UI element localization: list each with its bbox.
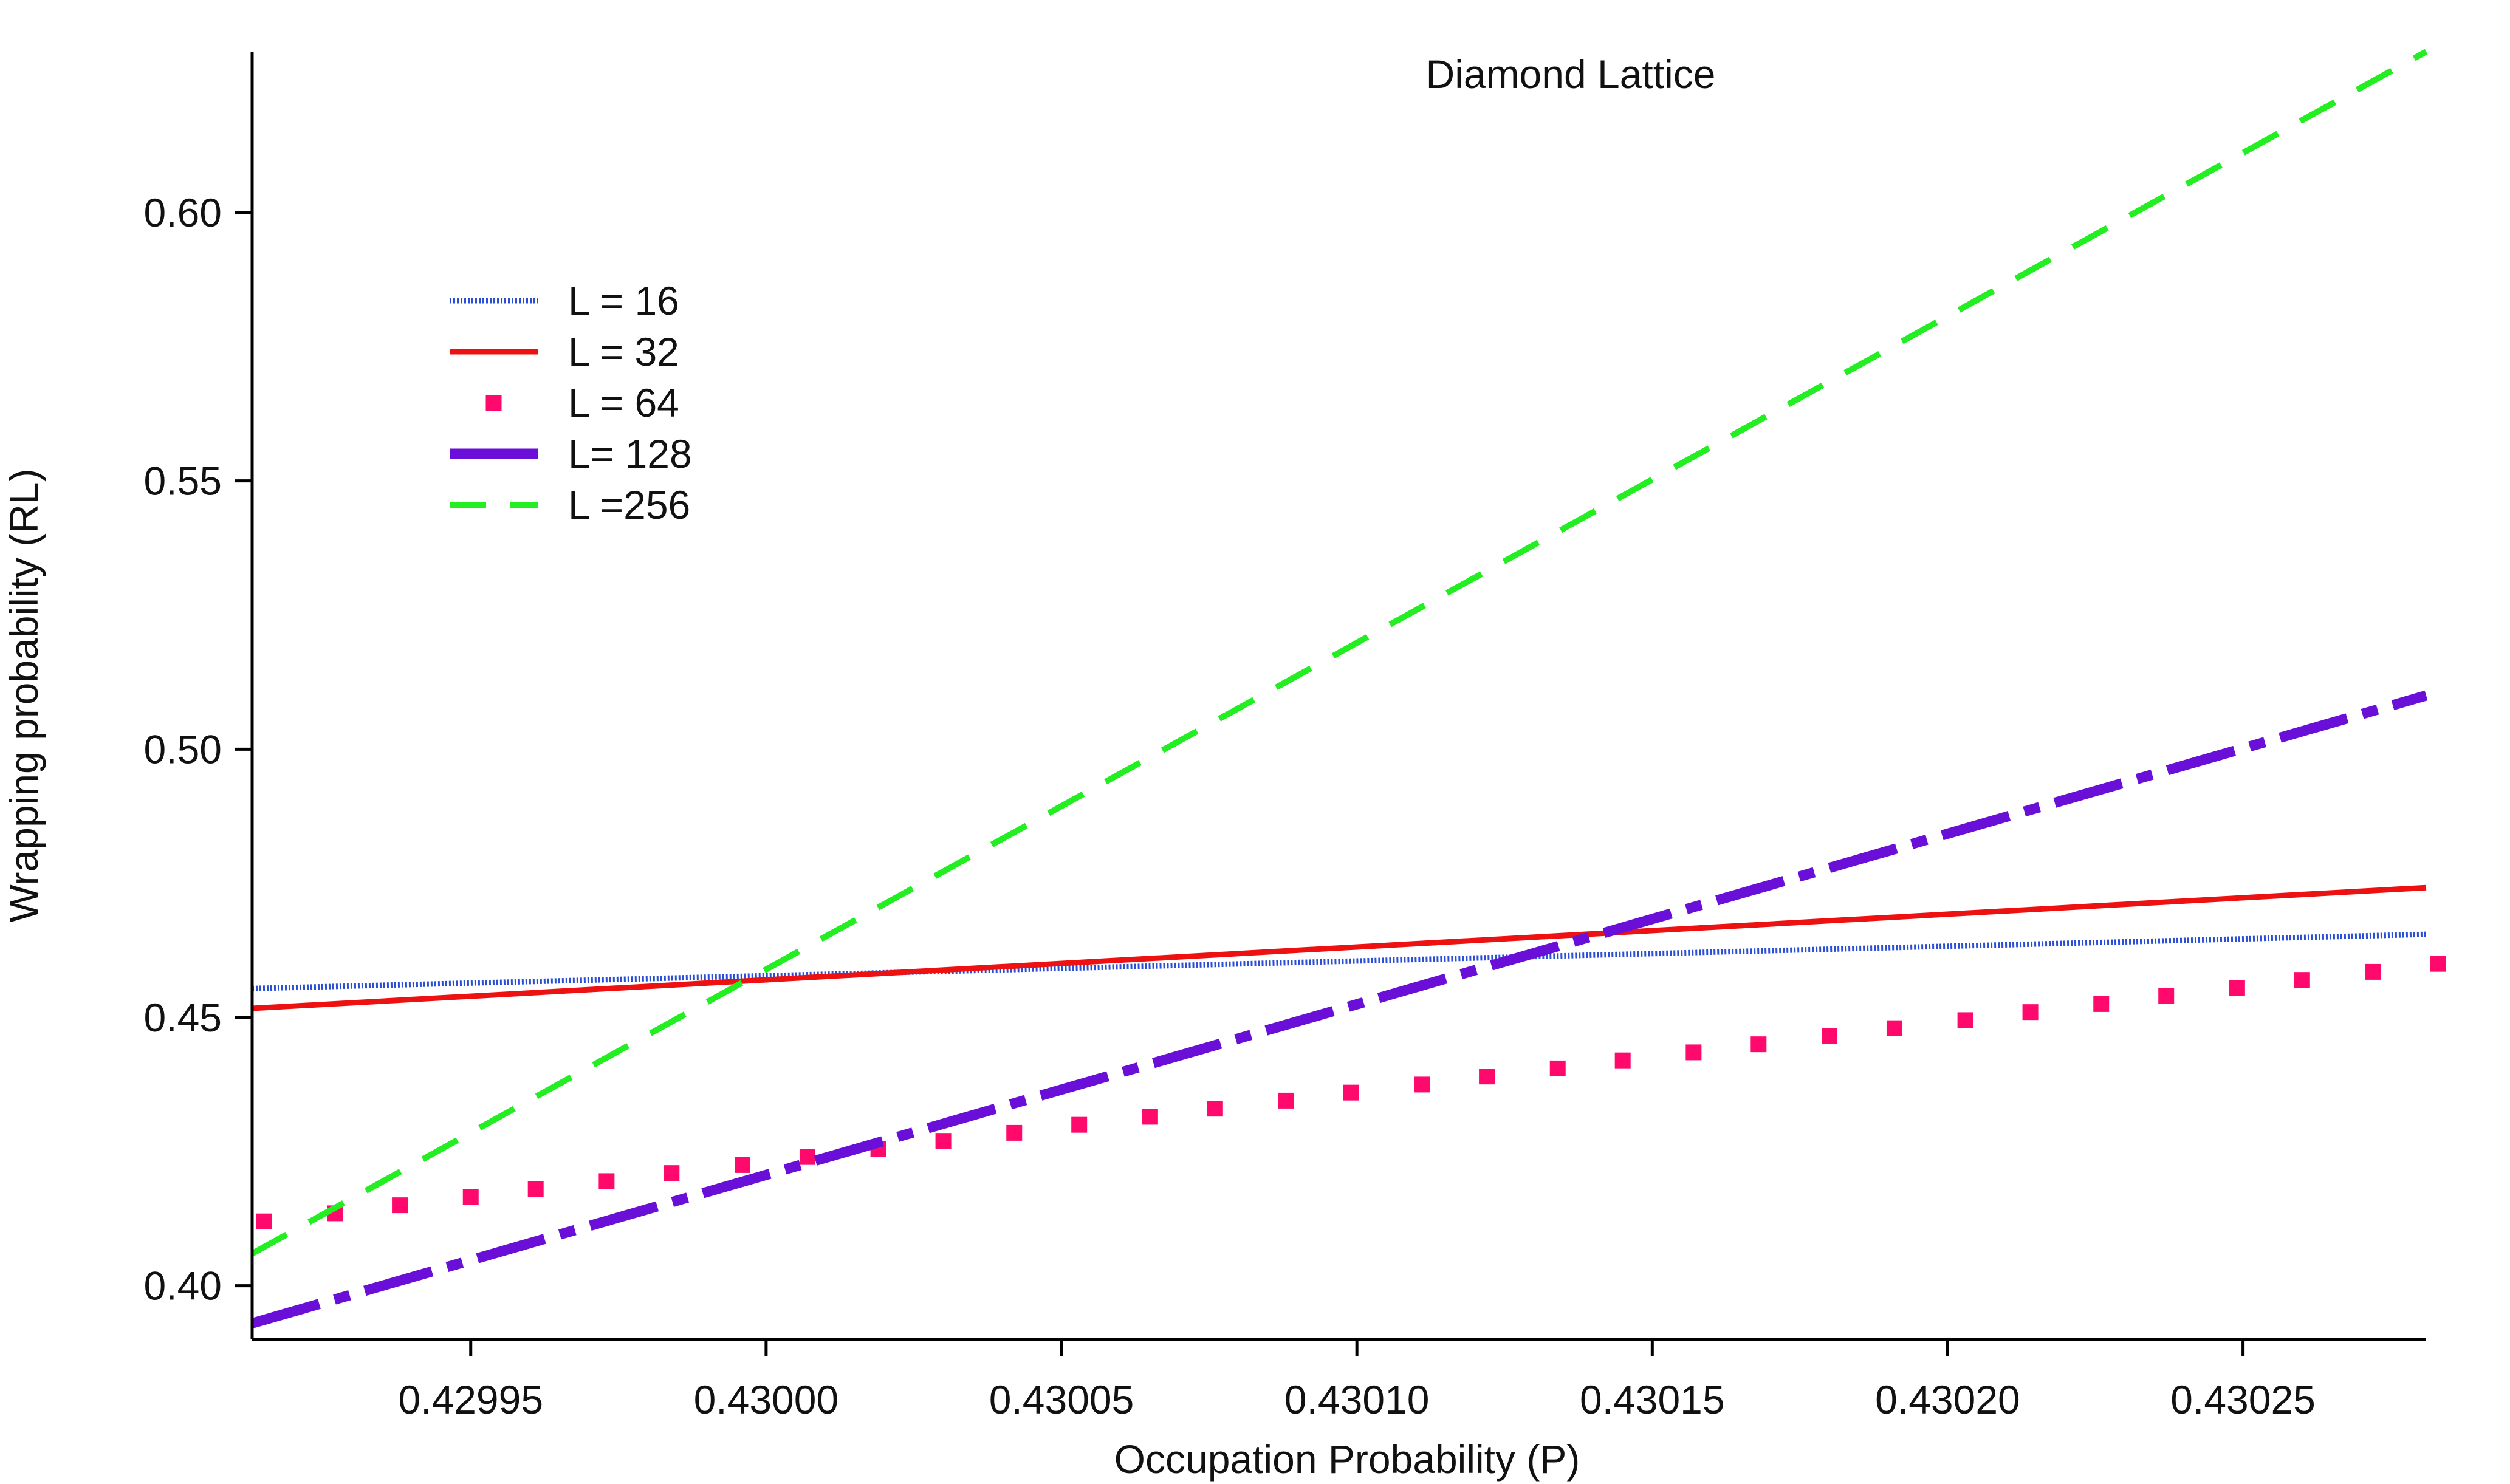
- legend-label: L = 64: [568, 380, 679, 425]
- x-tick-label: 0.43005: [989, 1377, 1134, 1422]
- data-point: [1685, 1044, 1702, 1061]
- x-tick-label: 0.43015: [1580, 1377, 1725, 1422]
- data-point: [2365, 963, 2381, 980]
- y-tick-label: 0.50: [144, 727, 222, 771]
- data-point: [1343, 1084, 1359, 1101]
- data-point: [2294, 972, 2310, 988]
- legend-label: L= 128: [568, 431, 692, 476]
- legend-label: L =256: [568, 482, 690, 527]
- series-L32-line: [252, 884, 2427, 1011]
- data-point: [1479, 1069, 1495, 1085]
- data-point: [799, 1149, 815, 1165]
- data-point: [527, 1181, 544, 1197]
- legend-item-L64: L = 64: [485, 380, 679, 425]
- x-tick-label: 0.42995: [398, 1377, 543, 1422]
- series-layer: [250, 49, 2446, 1328]
- legend-item-L128: L= 128: [450, 431, 692, 476]
- data-point: [1006, 1124, 1023, 1141]
- series-L128-line: [250, 690, 2428, 1328]
- legend: L = 16 L = 32 L = 64 L= 128 L =256: [450, 278, 692, 527]
- x-tick-label: 0.43020: [1875, 1377, 2020, 1422]
- data-point: [462, 1189, 479, 1205]
- legend-label: L = 16: [568, 278, 679, 323]
- data-point: [2229, 980, 2245, 996]
- data-point: [1957, 1012, 1973, 1028]
- series-L64-markers: [256, 956, 2446, 1229]
- data-point: [392, 1197, 408, 1214]
- data-point: [1549, 1060, 1566, 1076]
- data-point: [1886, 1020, 1902, 1036]
- x-ticks: 0.42995 0.43000 0.43005 0.43010 0.43015 0.430…: [398, 1339, 2316, 1422]
- legend-item-L32: L = 32: [450, 329, 679, 374]
- data-point: [1414, 1076, 1430, 1093]
- x-tick-label: 0.43010: [1284, 1377, 1430, 1422]
- data-point: [1278, 1092, 1294, 1109]
- chart-title: Diamond Lattice: [1426, 52, 1716, 97]
- data-point: [1207, 1101, 1223, 1117]
- x-tick-label: 0.43025: [2170, 1377, 2316, 1422]
- data-point: [1821, 1028, 1837, 1044]
- y-ticks: 0.40 0.45 0.50 0.55 0.60: [144, 190, 252, 1308]
- y-axis-label: Wrapping probability (RL): [1, 468, 46, 922]
- data-point: [256, 1213, 272, 1229]
- series-L16-line: [252, 931, 2427, 991]
- y-tick-label: 0.45: [144, 995, 222, 1040]
- x-tick-label: 0.43000: [694, 1377, 839, 1422]
- data-point: [2158, 988, 2175, 1004]
- data-point: [1750, 1036, 1767, 1053]
- data-point: [1142, 1109, 1158, 1125]
- data-point: [598, 1173, 615, 1189]
- data-point: [1071, 1116, 1088, 1133]
- legend-item-L16: L = 16: [450, 278, 679, 323]
- legend-label: L = 32: [568, 329, 679, 374]
- legend-swatch: [485, 395, 502, 411]
- x-axis-label: Occupation Probability (P): [1114, 1437, 1580, 1482]
- y-tick-label: 0.55: [144, 459, 222, 504]
- data-point: [1614, 1052, 1631, 1069]
- data-point: [664, 1165, 680, 1181]
- y-tick-label: 0.40: [144, 1263, 222, 1308]
- data-point: [935, 1133, 952, 1149]
- data-point: [734, 1157, 750, 1173]
- legend-item-L256: L =256: [450, 482, 690, 527]
- data-point: [2022, 1004, 2039, 1021]
- y-tick-label: 0.60: [144, 190, 222, 235]
- series-L256-line: [250, 49, 2428, 1257]
- data-point: [2093, 996, 2110, 1012]
- data-point: [2430, 956, 2446, 972]
